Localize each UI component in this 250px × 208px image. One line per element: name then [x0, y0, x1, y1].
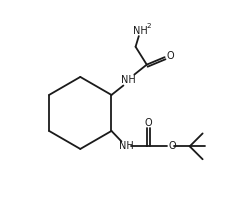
Text: O: O: [168, 141, 176, 151]
Text: O: O: [166, 51, 174, 61]
Text: NH: NH: [133, 26, 148, 36]
Text: NH: NH: [118, 141, 133, 151]
Text: 2: 2: [146, 23, 151, 29]
Text: O: O: [144, 118, 152, 128]
Text: NH: NH: [122, 75, 136, 85]
